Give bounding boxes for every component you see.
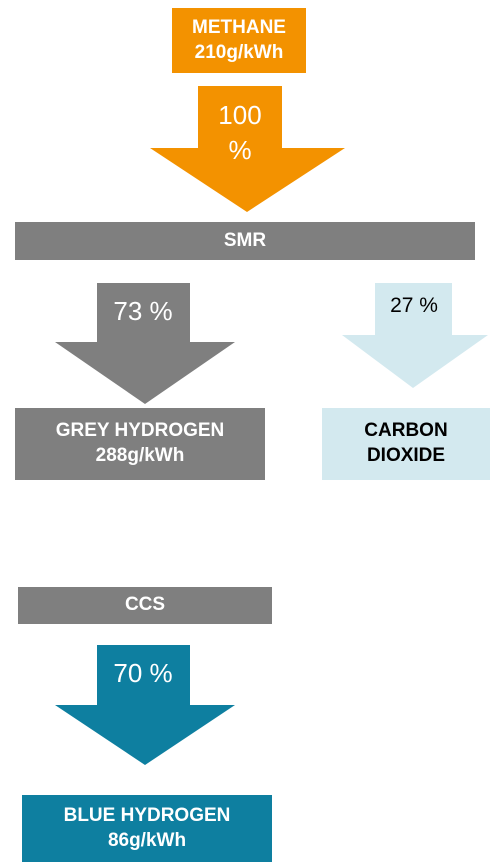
ccs-label: CCS: [124, 594, 166, 616]
ccs-bar: CCS: [18, 587, 272, 624]
blue-hydrogen-box: BLUE HYDROGEN 86g/kWh: [22, 795, 272, 862]
arrow-blue: [55, 645, 235, 765]
blue-hydrogen-value: 86g/kWh: [107, 829, 187, 851]
grey-hydrogen-value: 288g/kWh: [95, 445, 185, 466]
blue-hydrogen-label: BLUE HYDROGEN: [63, 804, 231, 826]
arrow-methane: [150, 86, 345, 212]
arrow-label: 73 %: [113, 296, 173, 326]
smr-label: SMR: [223, 229, 267, 251]
grey-hydrogen-box: GREY HYDROGEN 288g/kWh: [15, 408, 265, 480]
methane-value: 210g/kWh: [194, 41, 284, 63]
methane-label: METHANE: [192, 16, 286, 38]
arrow-label: 27 %: [390, 294, 438, 317]
grey-hydrogen-label: GREY HYDROGEN: [55, 420, 225, 442]
arrow-label: 70 %: [113, 658, 173, 688]
co2-box: CARBON DIOXIDE: [322, 408, 490, 480]
arrow-co2: [342, 283, 488, 388]
smr-bar: SMR: [15, 222, 475, 260]
arrow-label: 100 %: [218, 100, 262, 166]
methane-box: METHANE 210g/kWh: [172, 8, 306, 73]
co2-label: CARBON DIOXIDE: [364, 420, 448, 466]
arrow-grey: [55, 283, 235, 404]
